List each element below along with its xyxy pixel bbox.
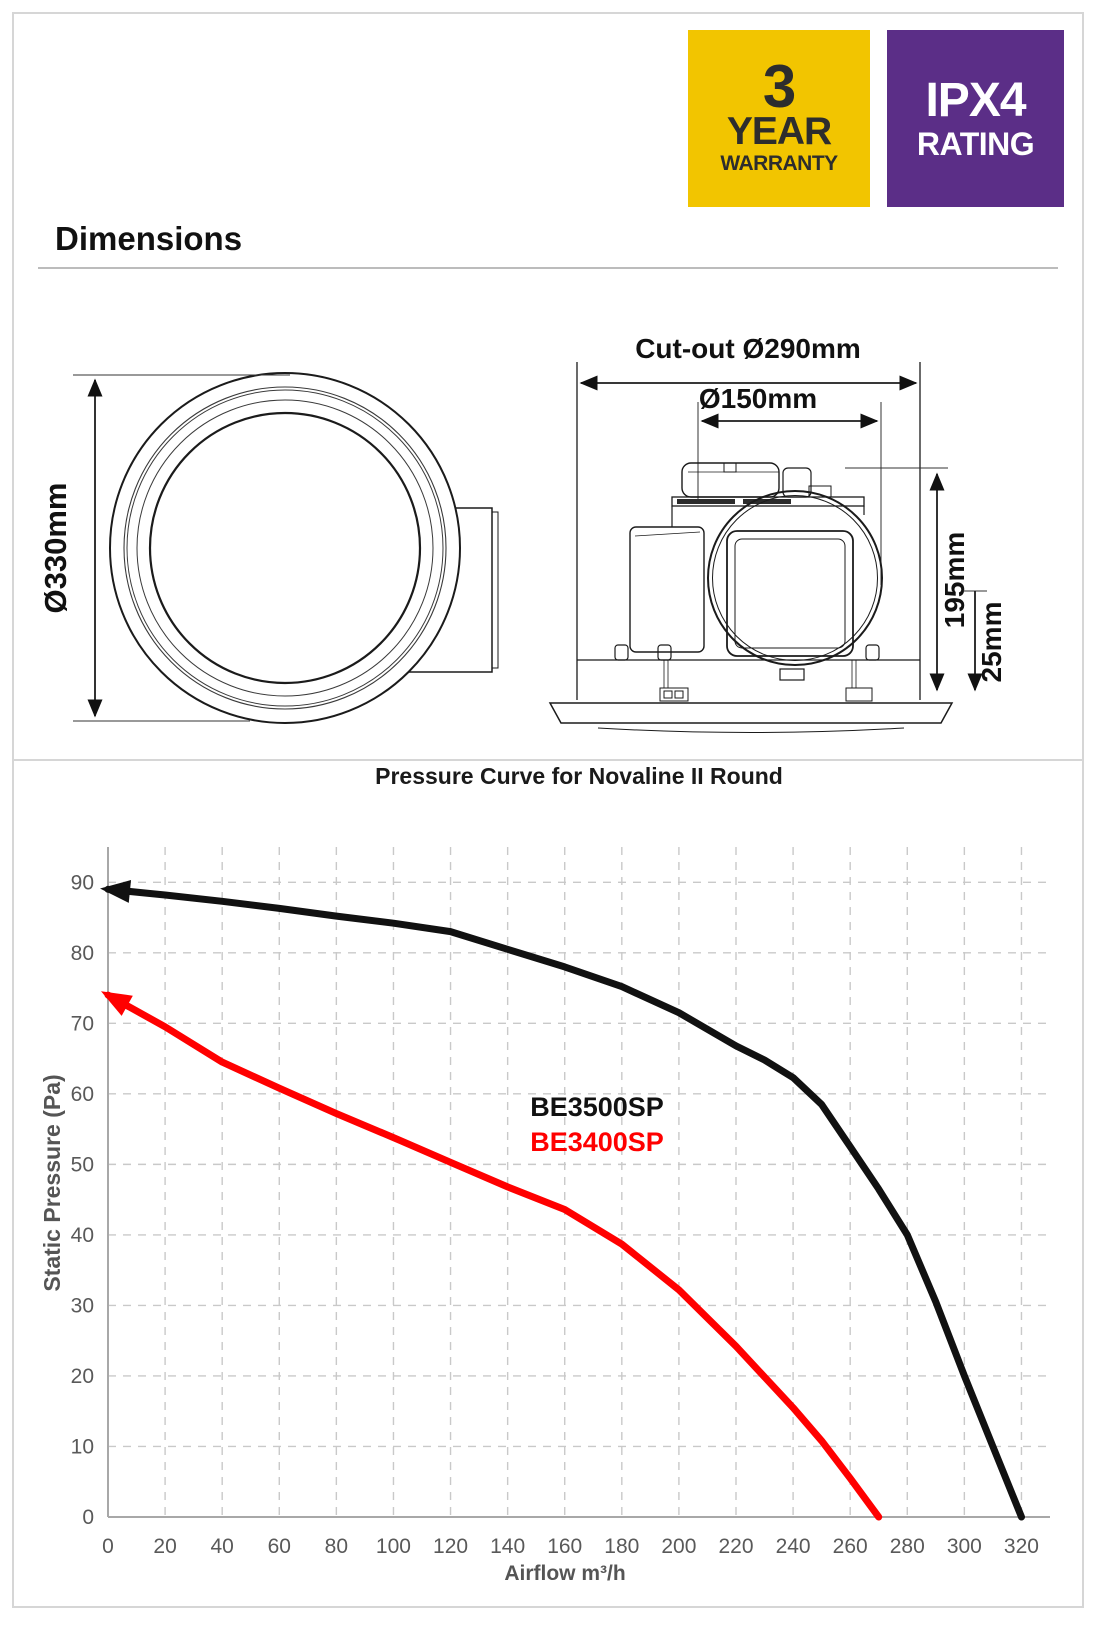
- x-axis-title: Airflow m³/h: [504, 1562, 626, 1585]
- svg-text:50: 50: [71, 1153, 94, 1176]
- svg-text:20: 20: [153, 1535, 176, 1558]
- duct-opening: [726, 530, 854, 657]
- series-label-be3400sp: BE3400SP: [530, 1127, 664, 1157]
- series-label-be3500sp: BE3500SP: [530, 1092, 664, 1122]
- svg-text:200: 200: [661, 1535, 696, 1558]
- svg-text:70: 70: [71, 1012, 94, 1035]
- pressure-curve-chart: 0 20 40 60 80 100 120 140 160 180 200 220 240 260 280 3…: [71, 847, 1050, 1558]
- dim-195-label: 195mm: [939, 532, 970, 629]
- housing-band: [671, 496, 865, 507]
- svg-text:180: 180: [604, 1535, 639, 1558]
- warranty-year-word: YEAR: [726, 109, 832, 153]
- svg-text:280: 280: [890, 1535, 925, 1558]
- svg-text:90: 90: [71, 871, 94, 894]
- svg-text:160: 160: [547, 1535, 582, 1558]
- svg-text:20: 20: [71, 1365, 94, 1388]
- svg-text:60: 60: [268, 1535, 291, 1558]
- svg-text:60: 60: [71, 1083, 94, 1106]
- svg-text:40: 40: [71, 1224, 94, 1247]
- fan-outer-rim: [109, 372, 461, 724]
- warranty-badge: 3 YEAR WARRANTY: [688, 30, 870, 207]
- svg-text:120: 120: [433, 1535, 468, 1558]
- side-view-drawing: Cut-out Ø290mm Ø150mm: [548, 333, 1007, 733]
- dimensions-heading: Dimensions: [55, 220, 243, 257]
- svg-text:100: 100: [376, 1535, 411, 1558]
- duct-stub: [409, 507, 493, 673]
- top-view-drawing: Ø330mm: [38, 372, 499, 724]
- motor-block: [629, 526, 705, 653]
- svg-text:40: 40: [211, 1535, 234, 1558]
- ipx4-code: IPX4: [925, 73, 1026, 127]
- heading-rule: [38, 267, 1058, 269]
- dim-cutout-label: Cut-out Ø290mm: [635, 333, 861, 364]
- svg-text:240: 240: [776, 1535, 811, 1558]
- svg-text:0: 0: [82, 1506, 94, 1529]
- grille-line: [597, 727, 905, 733]
- duct-spigot-circle: [707, 490, 883, 666]
- svg-text:30: 30: [71, 1294, 94, 1317]
- fan-inner-rim: [148, 411, 422, 685]
- warranty-years-number: 3: [762, 52, 796, 120]
- svg-text:300: 300: [947, 1535, 982, 1558]
- dim-150-label: Ø150mm: [699, 383, 817, 414]
- section-divider: [14, 759, 1082, 761]
- svg-text:220: 220: [718, 1535, 753, 1558]
- warranty-word: WARRANTY: [720, 151, 838, 175]
- svg-text:80: 80: [71, 942, 94, 965]
- chart-title: Pressure Curve for Novaline II Round: [375, 763, 783, 789]
- fascia-panel: [548, 702, 954, 724]
- svg-text:80: 80: [325, 1535, 348, 1558]
- y-axis-title: Static Pressure (Pa): [39, 1074, 65, 1292]
- dim-25-label: 25mm: [976, 602, 1007, 683]
- svg-text:260: 260: [833, 1535, 868, 1558]
- svg-text:0: 0: [102, 1535, 114, 1558]
- dim-330-label: Ø330mm: [38, 483, 73, 614]
- ipx4-rating-word: RATING: [916, 125, 1035, 162]
- svg-text:10: 10: [71, 1435, 94, 1458]
- dimension-drawings: Ø330mm Cut-out Ø290mm Ø150mm: [38, 333, 1007, 733]
- top-housing-box: [681, 462, 780, 498]
- svg-text:320: 320: [1004, 1535, 1039, 1558]
- ipx4-badge: IPX4 RATING: [887, 30, 1064, 207]
- svg-text:140: 140: [490, 1535, 525, 1558]
